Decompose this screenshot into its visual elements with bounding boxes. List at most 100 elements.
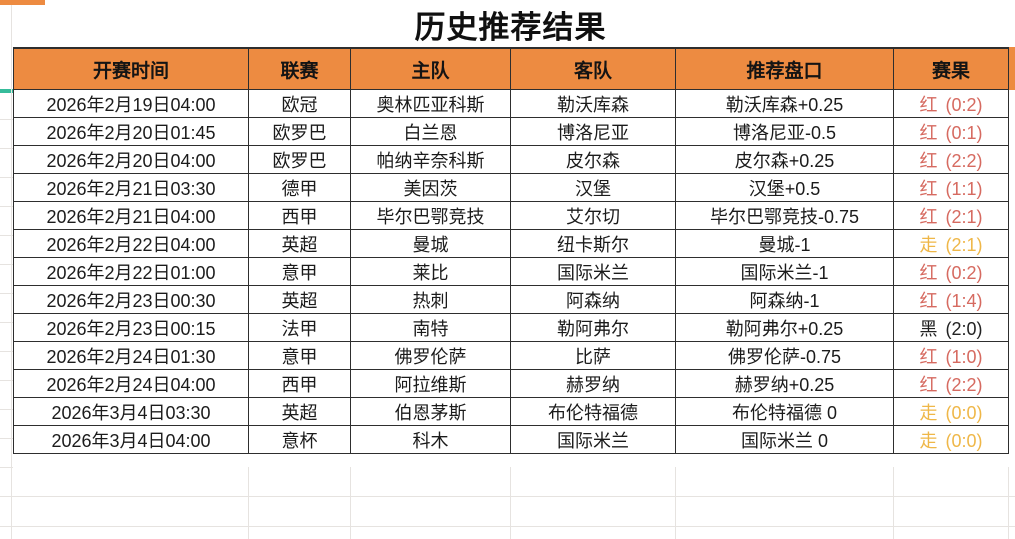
cell-home[interactable]: 帕纳辛奈科斯 <box>350 145 511 174</box>
cell-away[interactable]: 皮尔森 <box>510 145 676 174</box>
cell-time[interactable]: 2026年2月20日04:00 <box>13 145 249 174</box>
cell-home[interactable]: 美因茨 <box>350 173 511 202</box>
cell-result[interactable]: 红 (1:4) <box>893 285 1009 314</box>
cell-home[interactable]: 伯恩茅斯 <box>350 397 511 426</box>
cell-home[interactable]: 阿拉维斯 <box>350 369 511 398</box>
cell-home[interactable]: 曼城 <box>350 229 511 258</box>
cell-time[interactable]: 2026年2月20日01:45 <box>13 117 249 146</box>
cell-handicap[interactable]: 勒沃库森+0.25 <box>675 89 894 118</box>
cell-away[interactable]: 艾尔切 <box>510 201 676 230</box>
cell-handicap[interactable]: 毕尔巴鄂竞技-0.75 <box>675 201 894 230</box>
column-header-away[interactable]: 客队 <box>510 47 676 90</box>
header-row: 开赛时间 联赛 主队 客队 推荐盘口 赛果 <box>13 47 1009 90</box>
cell-home[interactable]: 热刺 <box>350 285 511 314</box>
column-header-handicap[interactable]: 推荐盘口 <box>675 47 894 90</box>
cell-handicap[interactable]: 博洛尼亚-0.5 <box>675 117 894 146</box>
column-header-time[interactable]: 开赛时间 <box>13 47 249 90</box>
cell-league[interactable]: 欧罗巴 <box>248 145 351 174</box>
cell-time[interactable]: 2026年2月21日03:30 <box>13 173 249 202</box>
cell-league[interactable]: 英超 <box>248 397 351 426</box>
cell-result[interactable]: 红 (1:1) <box>893 173 1009 202</box>
cell-time[interactable]: 2026年3月4日03:30 <box>13 397 249 426</box>
cell-result[interactable]: 走 (2:1) <box>893 229 1009 258</box>
cell-home[interactable]: 白兰恩 <box>350 117 511 146</box>
cell-league[interactable]: 英超 <box>248 285 351 314</box>
cell-time[interactable]: 2026年2月22日04:00 <box>13 229 249 258</box>
cell-time[interactable]: 2026年2月24日01:30 <box>13 341 249 370</box>
cell-league[interactable]: 德甲 <box>248 173 351 202</box>
cell-away[interactable]: 国际米兰 <box>510 425 676 454</box>
cell-time[interactable]: 2026年2月24日04:00 <box>13 369 249 398</box>
cell-result[interactable]: 红 (0:1) <box>893 117 1009 146</box>
cell-away[interactable]: 纽卡斯尔 <box>510 229 676 258</box>
cell-handicap[interactable]: 布伦特福德 0 <box>675 397 894 426</box>
gridline <box>675 467 676 539</box>
cell-handicap[interactable]: 国际米兰 0 <box>675 425 894 454</box>
cell-away[interactable]: 汉堡 <box>510 173 676 202</box>
result-score: (0:2) <box>945 262 983 283</box>
cell-handicap[interactable]: 皮尔森+0.25 <box>675 145 894 174</box>
cell-result[interactable]: 走 (0:0) <box>893 397 1009 426</box>
gridline <box>0 351 13 352</box>
cell-home[interactable]: 毕尔巴鄂竞技 <box>350 201 511 230</box>
column-header-league[interactable]: 联赛 <box>248 47 351 90</box>
cell-result[interactable]: 红 (0:2) <box>893 257 1009 286</box>
cell-time[interactable]: 2026年2月23日00:15 <box>13 313 249 342</box>
cell-away[interactable]: 赫罗纳 <box>510 369 676 398</box>
cell-league[interactable]: 意杯 <box>248 425 351 454</box>
cell-away[interactable]: 勒阿弗尔 <box>510 313 676 342</box>
cell-result[interactable]: 红 (2:2) <box>893 369 1009 398</box>
cell-league[interactable]: 法甲 <box>248 313 351 342</box>
result-score: (0:0) <box>945 402 983 423</box>
cell-league[interactable]: 意甲 <box>248 257 351 286</box>
cell-handicap[interactable]: 曼城-1 <box>675 229 894 258</box>
cell-result[interactable]: 红 (1:0) <box>893 341 1009 370</box>
cell-away[interactable]: 勒沃库森 <box>510 89 676 118</box>
result-flag: 红 <box>919 122 938 143</box>
cell-away[interactable]: 阿森纳 <box>510 285 676 314</box>
cell-result[interactable]: 红 (0:2) <box>893 89 1009 118</box>
cell-home[interactable]: 佛罗伦萨 <box>350 341 511 370</box>
cell-handicap[interactable]: 阿森纳-1 <box>675 285 894 314</box>
cell-away[interactable]: 国际米兰 <box>510 257 676 286</box>
cell-league[interactable]: 西甲 <box>248 369 351 398</box>
gridline <box>0 177 13 178</box>
result-score: (0:2) <box>945 94 983 115</box>
cell-time[interactable]: 2026年2月19日04:00 <box>13 89 249 118</box>
result-flag: 红 <box>919 94 938 115</box>
gridline <box>0 438 13 439</box>
cell-handicap[interactable]: 国际米兰-1 <box>675 257 894 286</box>
cell-time[interactable]: 2026年2月23日00:30 <box>13 285 249 314</box>
table-row: 2026年3月4日03:30 英超 伯恩茅斯 布伦特福德 布伦特福德 0 走 (0:0) <box>13 397 1009 426</box>
cell-away[interactable]: 比萨 <box>510 341 676 370</box>
cell-home[interactable]: 科木 <box>350 425 511 454</box>
cell-handicap[interactable]: 汉堡+0.5 <box>675 173 894 202</box>
column-header-home[interactable]: 主队 <box>350 47 511 90</box>
column-header-result[interactable]: 赛果 <box>893 47 1009 90</box>
result-flag: 红 <box>919 178 938 199</box>
cell-league[interactable]: 意甲 <box>248 341 351 370</box>
cell-handicap[interactable]: 勒阿弗尔+0.25 <box>675 313 894 342</box>
result-score: (2:1) <box>945 234 983 255</box>
table-row: 2026年2月19日04:00 欧冠 奥林匹亚科斯 勒沃库森 勒沃库森+0.25 红 (0:… <box>13 89 1009 118</box>
cell-result[interactable]: 红 (2:2) <box>893 145 1009 174</box>
cell-time[interactable]: 2026年2月22日01:00 <box>13 257 249 286</box>
cell-home[interactable]: 南特 <box>350 313 511 342</box>
gridline <box>0 264 13 265</box>
cell-result[interactable]: 黑 (2:0) <box>893 313 1009 342</box>
cell-home[interactable]: 奥林匹亚科斯 <box>350 89 511 118</box>
cell-result[interactable]: 红 (2:1) <box>893 201 1009 230</box>
cell-league[interactable]: 欧冠 <box>248 89 351 118</box>
cell-result[interactable]: 走 (0:0) <box>893 425 1009 454</box>
cell-handicap[interactable]: 佛罗伦萨-0.75 <box>675 341 894 370</box>
cell-league[interactable]: 欧罗巴 <box>248 117 351 146</box>
gridline <box>893 467 894 539</box>
cell-home[interactable]: 莱比 <box>350 257 511 286</box>
cell-handicap[interactable]: 赫罗纳+0.25 <box>675 369 894 398</box>
cell-league[interactable]: 西甲 <box>248 201 351 230</box>
cell-time[interactable]: 2026年2月21日04:00 <box>13 201 249 230</box>
cell-league[interactable]: 英超 <box>248 229 351 258</box>
cell-time[interactable]: 2026年3月4日04:00 <box>13 425 249 454</box>
cell-away[interactable]: 博洛尼亚 <box>510 117 676 146</box>
cell-away[interactable]: 布伦特福德 <box>510 397 676 426</box>
